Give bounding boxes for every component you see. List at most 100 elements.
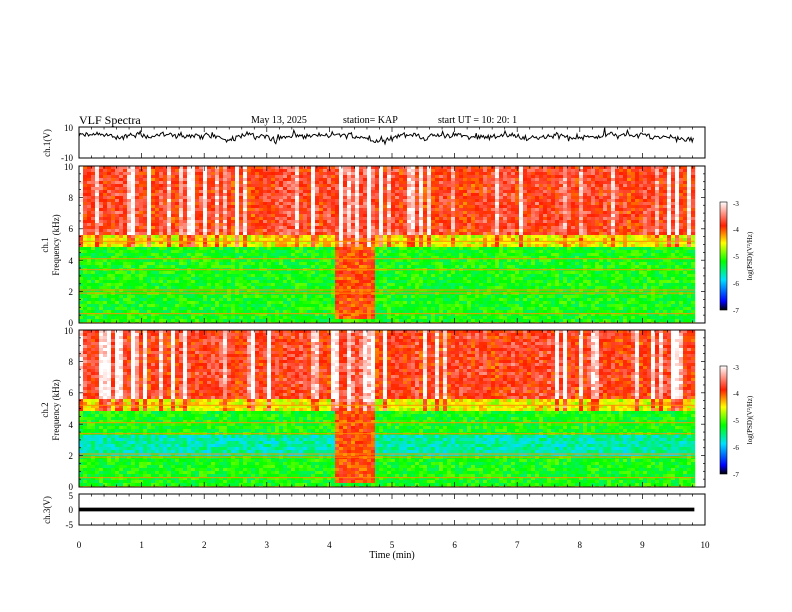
- spectrogram-cell: [351, 199, 356, 203]
- spectrogram-cell: [347, 217, 352, 221]
- spectrogram-cell: [331, 274, 336, 278]
- spectrogram-cell: [407, 223, 412, 227]
- spectrogram-cell: [183, 226, 188, 230]
- spectrogram-cell: [263, 169, 268, 173]
- spectrogram-cell: [371, 232, 376, 236]
- spectrogram-cell: [283, 253, 288, 257]
- spectrogram-cell: [187, 220, 192, 224]
- spectrogram-cell: [255, 283, 260, 287]
- spectrogram-cell: [211, 301, 216, 305]
- spectrogram-cell: [203, 271, 208, 275]
- spectrogram-cell: [91, 184, 96, 188]
- spectrogram-cell: [239, 202, 244, 206]
- spectrogram-cell: [183, 229, 188, 233]
- spectrogram-cell: [275, 304, 280, 308]
- spectrogram-cell: [227, 298, 232, 302]
- spectrogram-cell: [319, 298, 324, 302]
- spectrogram-cell: [287, 220, 292, 224]
- spectrogram-cell: [431, 256, 436, 260]
- spectrogram-cell: [423, 220, 428, 224]
- spectrogram-cell: [375, 310, 380, 314]
- spectrogram-cell: [151, 280, 156, 284]
- spectrogram-cell: [371, 259, 376, 263]
- spectrogram-cell: [87, 220, 92, 224]
- spectrogram-cell: [215, 247, 220, 251]
- spectrogram-cell: [179, 238, 184, 242]
- spectrogram-cell: [111, 169, 116, 173]
- spectrogram-cell: [87, 304, 92, 308]
- spectrogram-cell: [367, 322, 372, 323]
- spectrogram-cell: [363, 310, 368, 314]
- spectrogram-cell: [107, 256, 112, 260]
- spectrogram-cell: [315, 304, 320, 308]
- spectrogram-cell: [223, 226, 228, 230]
- spectrogram-cell: [435, 238, 440, 242]
- spectrogram-cell: [435, 274, 440, 278]
- spectrogram-cell: [423, 235, 428, 239]
- spectrogram-cell: [207, 247, 212, 251]
- spectrogram-cell: [339, 193, 344, 197]
- spectrogram-cell: [163, 262, 168, 266]
- spectrogram-cell: [219, 277, 224, 281]
- spectrogram-cell: [379, 256, 384, 260]
- spectrogram-cell: [223, 274, 228, 278]
- spectrogram-cell: [159, 271, 164, 275]
- spectrogram-cell: [411, 229, 416, 233]
- spectrogram-cell: [295, 172, 300, 176]
- spectrogram-cell: [335, 319, 340, 323]
- spectrogram-cell: [343, 274, 348, 278]
- spectrogram-cell: [139, 286, 144, 290]
- spectrogram-cell: [335, 277, 340, 281]
- spectrogram-cell: [243, 223, 248, 227]
- spectrogram-cell: [415, 271, 420, 275]
- spectrogram-cell: [95, 166, 100, 170]
- spectrogram-cell: [371, 265, 376, 269]
- spectrogram-cell: [111, 184, 116, 188]
- spectrogram-cell: [307, 304, 312, 308]
- spectrogram-cell: [423, 217, 428, 221]
- spectrogram-cell: [283, 247, 288, 251]
- spectrogram-cell: [355, 214, 360, 218]
- spectrogram-cell: [383, 253, 388, 257]
- spectrogram-cell: [183, 223, 188, 227]
- spectrogram-cell: [87, 253, 92, 257]
- spectrogram-cell: [339, 253, 344, 257]
- spectrogram-cell: [111, 208, 116, 212]
- spectrogram-cell: [91, 199, 96, 203]
- spectrogram-cell: [403, 235, 408, 239]
- spectrogram-cell: [391, 301, 396, 305]
- spectrogram-cell: [279, 280, 284, 284]
- spectrogram-cell: [167, 295, 172, 299]
- spectrogram-cell: [123, 211, 128, 215]
- spectrogram-cell: [307, 247, 312, 251]
- spectrogram-cell: [351, 253, 356, 257]
- spectrogram-cell: [359, 205, 364, 209]
- spectrogram-cell: [79, 190, 84, 194]
- spectrogram-cell: [407, 259, 412, 263]
- spectrogram-cell: [139, 253, 144, 257]
- spectrogram-cell: [319, 196, 324, 200]
- spectrogram-cell: [339, 220, 344, 224]
- spectrogram-cell: [399, 178, 404, 182]
- spectrogram-cell: [87, 229, 92, 233]
- spectrogram-cell: [83, 265, 88, 269]
- spectrogram-cell: [323, 232, 328, 236]
- spectrogram-cell: [151, 169, 156, 173]
- spectrogram-cell: [171, 205, 176, 209]
- spectrogram-cell: [211, 241, 216, 245]
- spectrogram-cell: [139, 316, 144, 320]
- spectrogram-cell: [231, 319, 236, 323]
- spectrogram-cell: [439, 253, 444, 257]
- spectrogram-cell: [87, 238, 92, 242]
- spectrogram-cell: [147, 322, 152, 323]
- spectrogram-cell: [279, 208, 284, 212]
- spectrogram-cell: [439, 280, 444, 284]
- spectrogram-cell: [115, 175, 120, 179]
- spectrogram-cell: [123, 172, 128, 176]
- spectrogram-cell: [187, 238, 192, 242]
- spectrogram-cell: [267, 172, 272, 176]
- spectrogram-cell: [359, 316, 364, 320]
- spectrogram-cell: [107, 277, 112, 281]
- spectrogram-cell: [111, 235, 116, 239]
- spectrogram-cell: [287, 244, 292, 248]
